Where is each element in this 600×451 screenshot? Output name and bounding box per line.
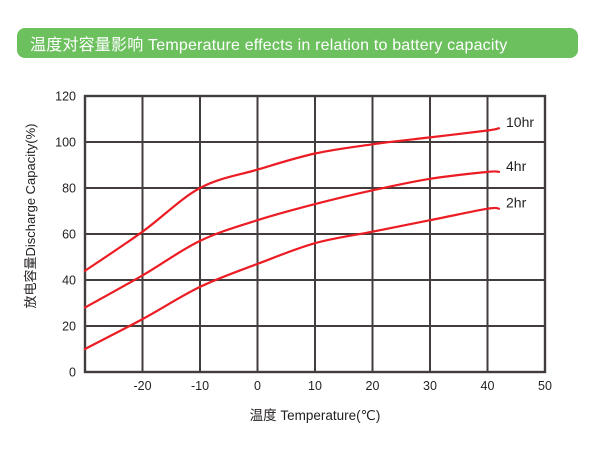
y-tick-label: 0 [69,366,76,380]
x-tick-label: 10 [308,379,322,393]
y-tick-label: 100 [55,136,76,150]
x-tick-label: 30 [423,379,437,393]
series-label-10hr: 10hr [506,114,534,130]
y-tick-label: 60 [62,228,76,242]
title-banner: 温度对容量影响 Temperature effects in relation … [17,28,578,58]
x-tick-label: 20 [366,379,380,393]
y-axis-title: 放电容量Discharge Capacity(%) [23,123,38,309]
page-title: 温度对容量影响 Temperature effects in relation … [30,37,508,54]
series-label-2hr: 2hr [506,195,527,211]
x-tick-label: 0 [254,379,261,393]
x-axis-title: 温度 Temperature(℃) [249,408,381,423]
x-tick-label: 50 [538,379,552,393]
series-line-2hr [83,206,501,351]
series-line-10hr [83,127,501,272]
x-tick-label: 40 [481,379,495,393]
plot-border [83,94,547,374]
series-label-4hr: 4hr [506,158,527,174]
y-tick-label: 80 [62,182,76,196]
y-tick-label: 40 [62,274,76,288]
series-line-4hr [83,170,501,309]
x-tick-label: -20 [133,379,151,393]
y-tick-label: 120 [55,90,76,104]
x-tick-label: -10 [191,379,209,393]
y-tick-label: 20 [62,320,76,334]
